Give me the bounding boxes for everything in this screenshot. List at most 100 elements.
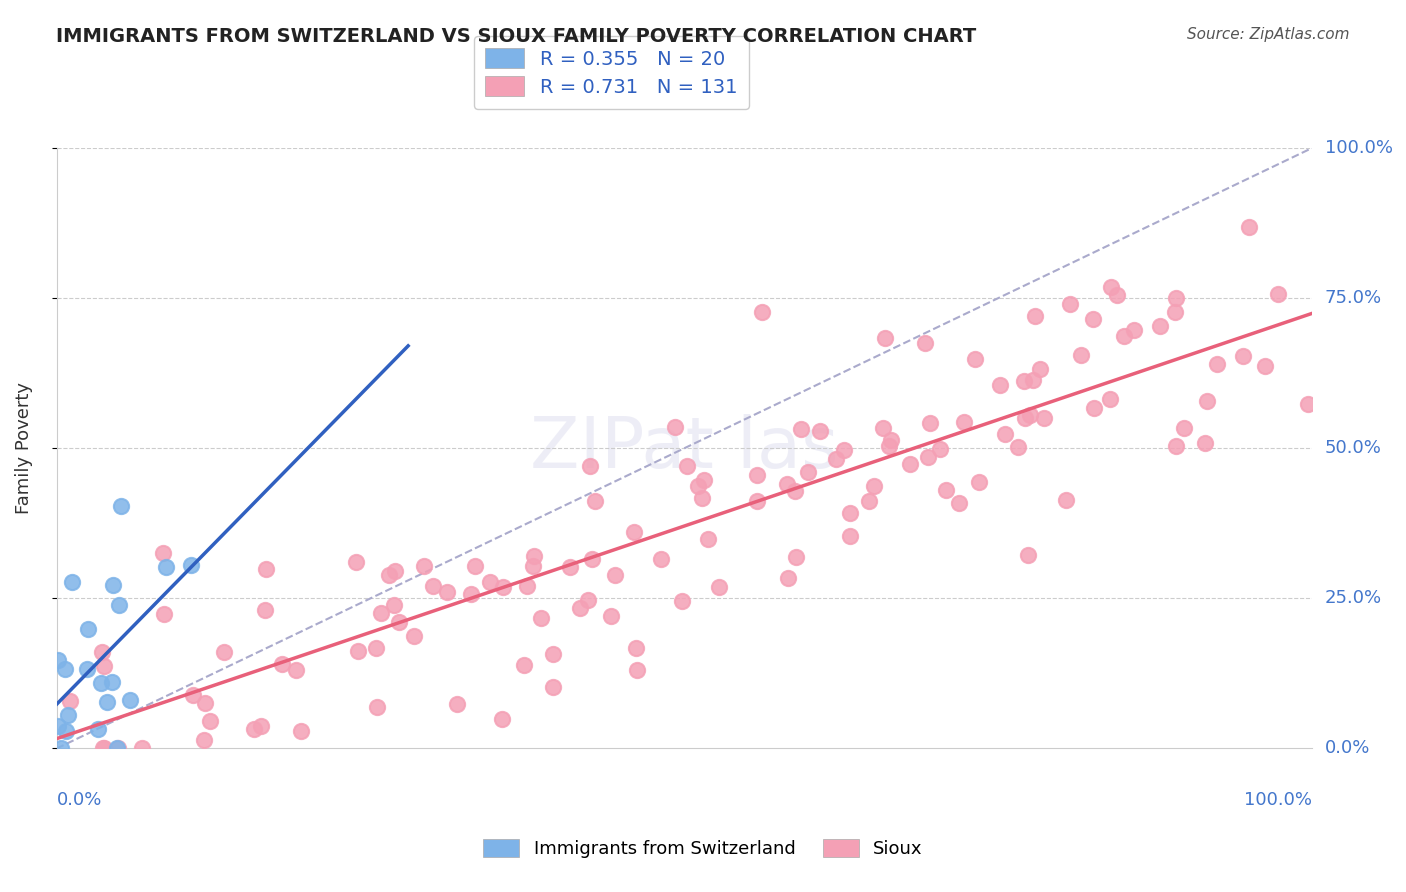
Point (46, 653, 69, 667)
Point (1232, 349, 1254, 363)
Point (1164, 440, 1187, 454)
Point (464, 559, 486, 574)
Point (776, 477, 799, 491)
Point (623, 524, 645, 539)
Point (920, 416, 942, 430)
Point (1070, 348, 1092, 362)
Point (108, 598, 131, 612)
Point (808, 424, 831, 438)
Text: 75.0%: 75.0% (1324, 289, 1382, 307)
Point (917, 450, 939, 464)
Point (193, 733, 215, 747)
Point (543, 648, 565, 662)
Point (838, 529, 860, 543)
Point (479, 575, 502, 590)
Point (1007, 440, 1029, 454)
Point (675, 458, 697, 473)
Point (460, 587, 482, 601)
Point (55, 724, 77, 739)
Point (77, 622, 100, 636)
Point (1164, 305, 1187, 319)
Point (91, 645, 114, 659)
Point (155, 560, 177, 574)
Point (413, 558, 436, 573)
Point (198, 714, 221, 728)
Point (364, 640, 387, 655)
Point (249, 719, 271, 733)
Point (384, 564, 406, 578)
Point (46, 718, 69, 732)
Point (254, 603, 277, 617)
Point (963, 352, 986, 367)
Point (120, 693, 142, 707)
Point (60, 575, 83, 590)
Point (1099, 279, 1122, 293)
Point (107, 741, 129, 756)
Text: 100.0%: 100.0% (1324, 139, 1393, 157)
Point (93, 741, 115, 756)
Point (1012, 374, 1035, 388)
Text: 0.0%: 0.0% (56, 790, 103, 808)
Point (76, 662, 98, 676)
Point (858, 494, 880, 508)
Point (1059, 297, 1081, 311)
Point (1022, 373, 1045, 387)
Text: 50.0%: 50.0% (1324, 439, 1382, 458)
Point (181, 689, 204, 703)
Point (422, 579, 444, 593)
Point (863, 479, 886, 493)
Point (370, 606, 392, 620)
Point (690, 491, 713, 505)
Point (1024, 310, 1046, 324)
Point (1194, 435, 1216, 450)
Point (1099, 392, 1122, 407)
Point (1083, 311, 1105, 326)
Point (49, 741, 72, 756)
Point (436, 585, 458, 599)
Point (1114, 329, 1136, 343)
Point (581, 552, 603, 566)
Point (948, 495, 970, 509)
Point (1195, 394, 1218, 409)
Legend: R = 0.355   N = 20, R = 0.731   N = 131: R = 0.355 N = 20, R = 0.731 N = 131 (474, 37, 749, 109)
Point (697, 532, 720, 546)
Text: ZIPat las: ZIPat las (530, 414, 838, 483)
Point (100, 675, 122, 690)
Point (576, 593, 599, 607)
Point (1083, 401, 1105, 415)
Point (522, 558, 544, 573)
Point (131, 741, 153, 756)
Point (693, 473, 716, 487)
Point (967, 475, 990, 489)
Point (347, 644, 370, 658)
Point (872, 420, 894, 434)
Point (579, 458, 602, 473)
Point (96, 694, 118, 708)
Point (1032, 411, 1054, 425)
Point (101, 578, 124, 592)
Point (153, 607, 176, 621)
Point (366, 700, 388, 714)
Point (254, 562, 277, 576)
Point (626, 663, 648, 677)
Point (290, 723, 312, 738)
Point (751, 304, 773, 318)
Point (105, 741, 128, 756)
Point (1122, 323, 1144, 337)
Point (377, 568, 399, 582)
Text: IMMIGRANTS FROM SWITZERLAND VS SIOUX FAMILY POVERTY CORRELATION CHART: IMMIGRANTS FROM SWITZERLAND VS SIOUX FAM… (56, 27, 977, 45)
Point (110, 499, 132, 513)
Text: Source: ZipAtlas.com: Source: ZipAtlas.com (1187, 27, 1350, 42)
Point (446, 698, 468, 712)
Point (650, 551, 672, 566)
Point (1206, 358, 1229, 372)
Point (541, 680, 564, 694)
Point (994, 427, 1017, 442)
Point (404, 629, 426, 643)
Point (492, 580, 515, 594)
Point (1267, 286, 1289, 301)
Point (873, 331, 896, 345)
Point (93, 658, 115, 673)
Text: 100.0%: 100.0% (1244, 790, 1312, 808)
Point (491, 712, 513, 726)
